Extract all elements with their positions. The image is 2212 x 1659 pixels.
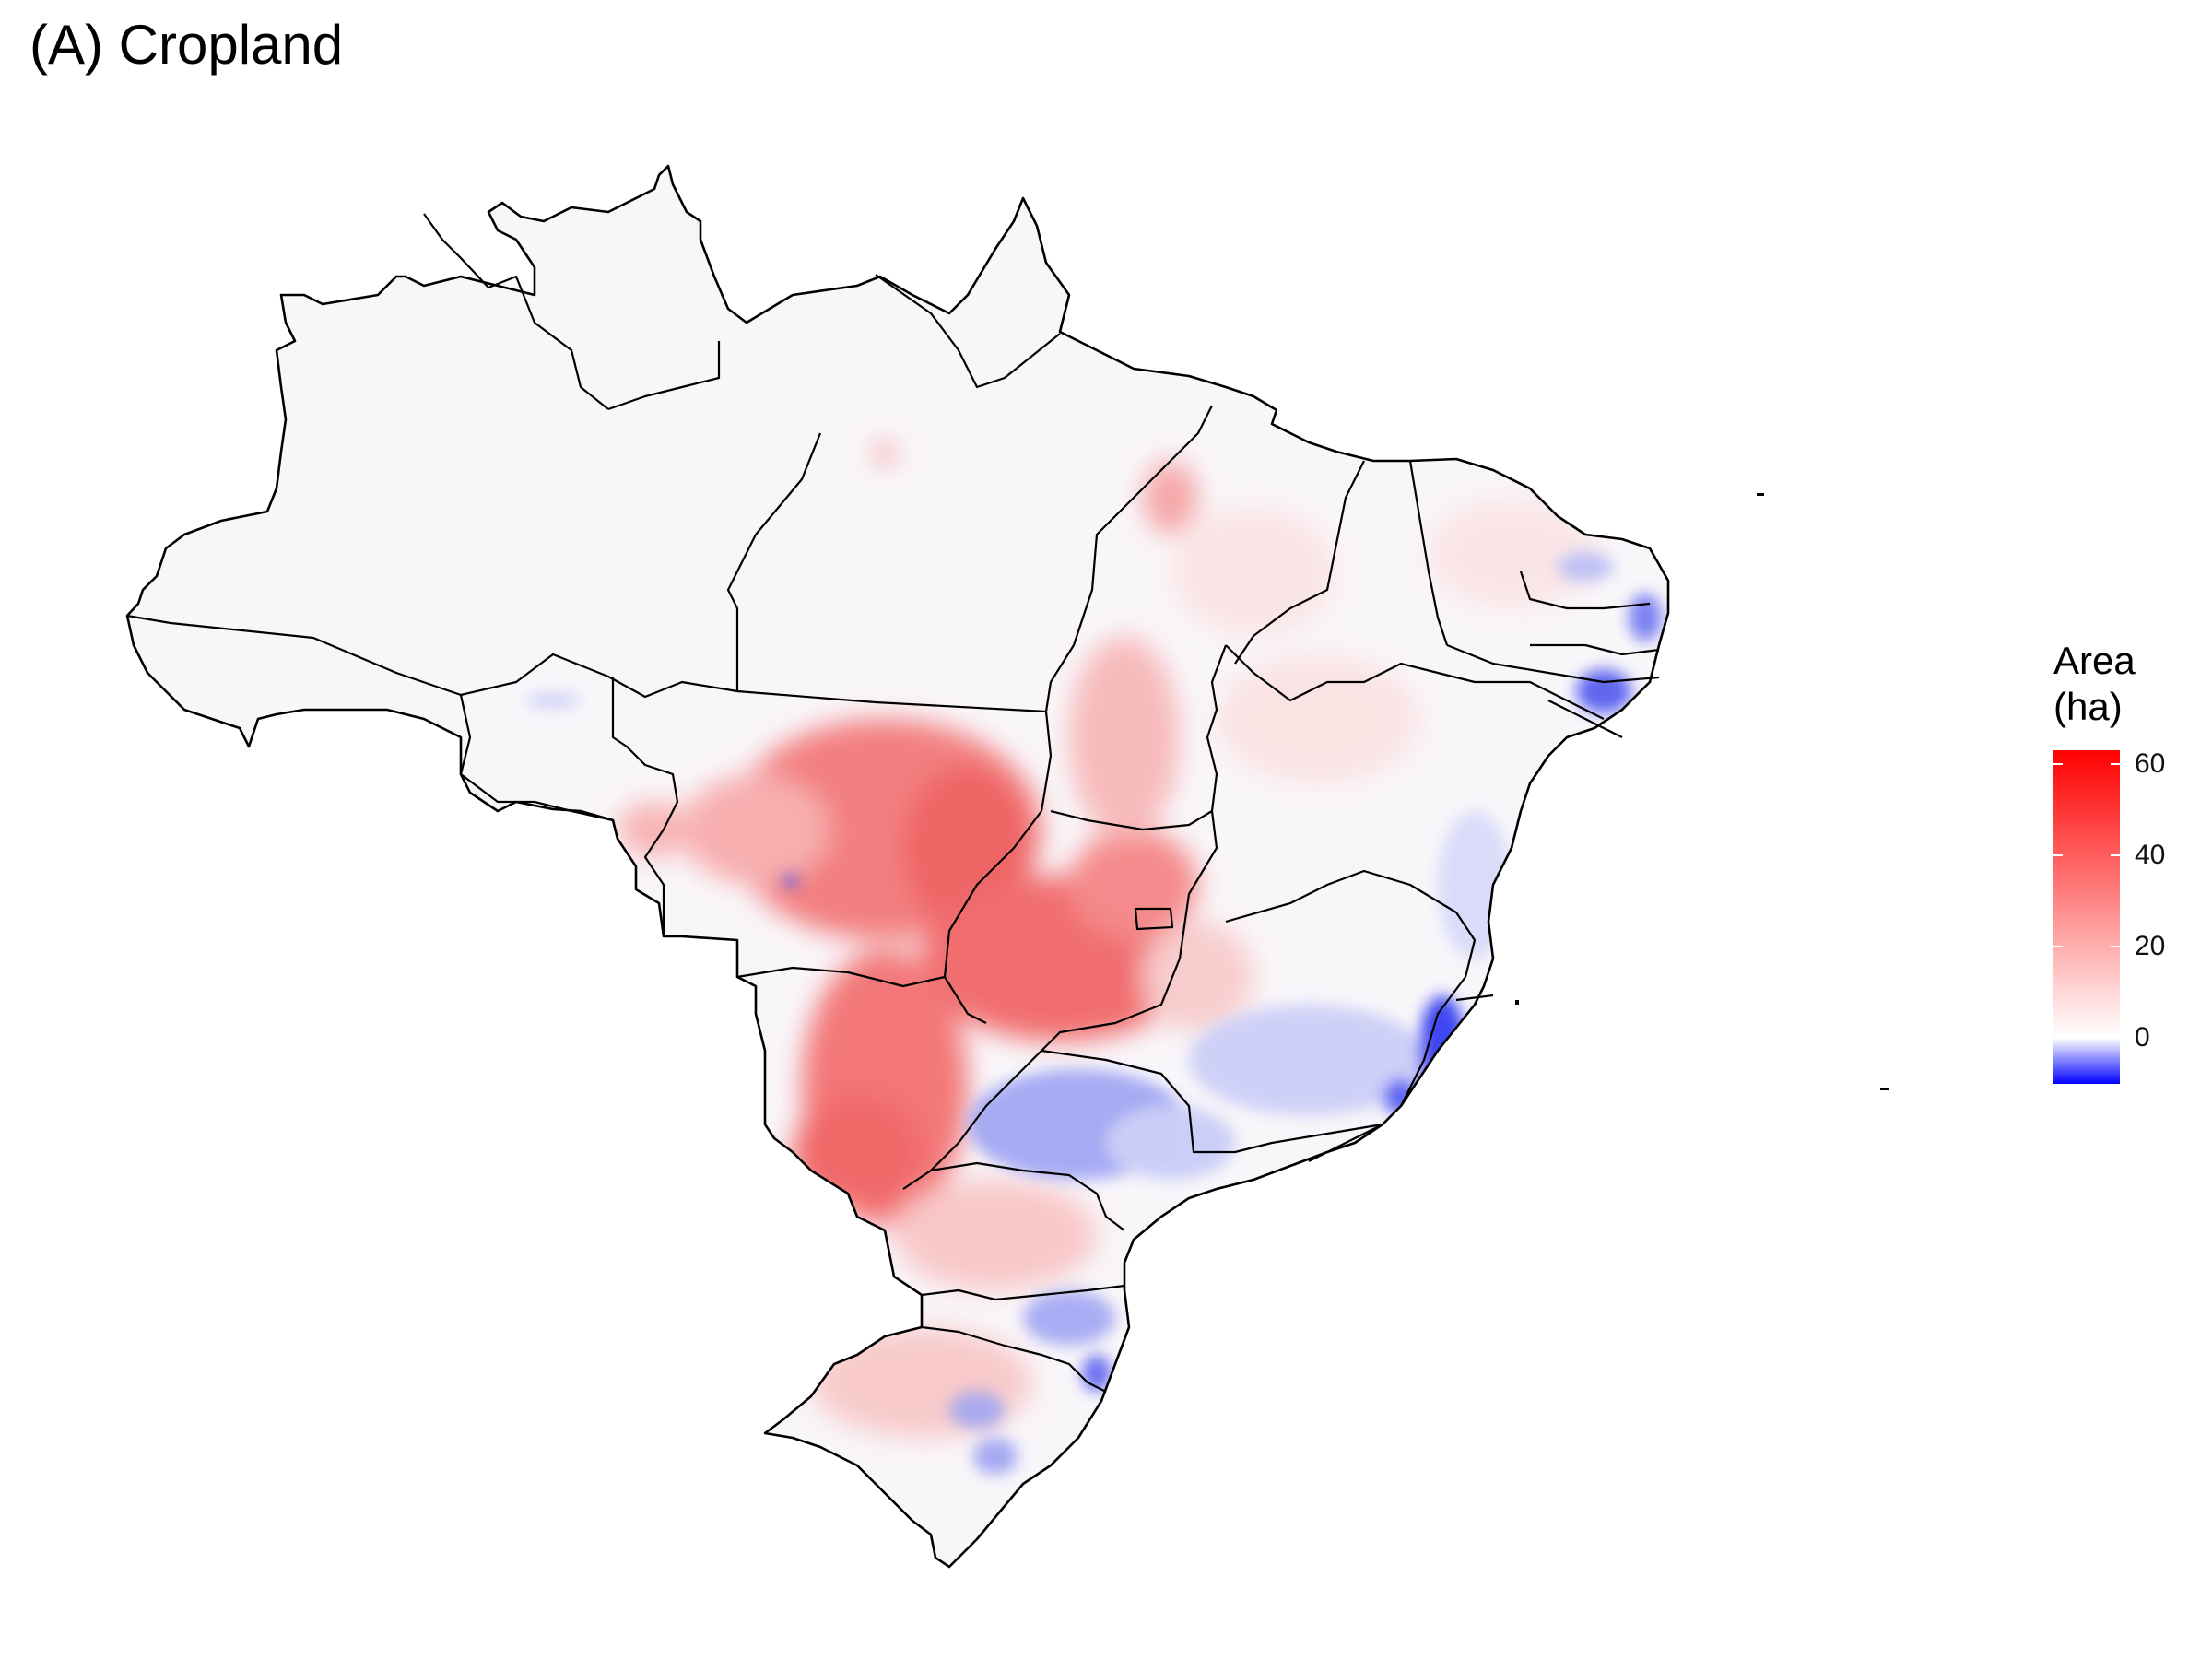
state-boundaries	[126, 213, 1660, 1393]
legend-tick-label: 60	[2135, 747, 2166, 779]
decrease-patch-bahia-east	[1438, 811, 1512, 959]
decrease-patch-rj	[1382, 1078, 1419, 1115]
legend-title-line2: (ha)	[2053, 685, 2123, 728]
map-title: (A) Cropland	[29, 14, 344, 76]
decrease-patch-acre	[525, 693, 581, 708]
boundary-roraima	[423, 213, 609, 410]
island-trindade	[1880, 1088, 1889, 1090]
legend-tick-mark	[2053, 1037, 2063, 1040]
increase-patch-parana	[894, 1180, 1097, 1290]
increase-patch-tocantins	[1069, 636, 1180, 839]
color-legend: Area (ha) 60 40 20 0	[2053, 638, 2201, 1117]
increase-patch-para-east	[1143, 461, 1198, 535]
legend-tick-mark	[2111, 762, 2120, 765]
boundary-minas-sp	[1041, 1049, 1402, 1154]
boundary-pernambuco	[1446, 643, 1660, 684]
boundary-roraima-east	[607, 341, 721, 411]
decrease-patch-santa-catarina	[1023, 1290, 1115, 1346]
boundary-paraiba	[1530, 643, 1660, 656]
boundary-maranhao-piaui	[1234, 460, 1365, 665]
boundary-ms-sp	[902, 1050, 1042, 1190]
boundary-para-tocantins	[1040, 405, 1213, 812]
decrease-patch-paraiba	[1629, 594, 1662, 641]
boundary-mt-rondonia	[611, 677, 679, 936]
boundary-parana-sc	[921, 1284, 1125, 1301]
increase-patch-ne	[1429, 498, 1594, 608]
boundary-ceara-rn	[1519, 571, 1651, 610]
legend-tick-mark	[2111, 1037, 2120, 1040]
country-outline	[125, 164, 1670, 1569]
increase-patch-mato-grosso-west	[682, 774, 830, 885]
boundary-goias-minas	[1041, 810, 1218, 1052]
boundary-piaui-ceara	[1408, 460, 1449, 646]
increase-patch-bahia	[1217, 654, 1419, 783]
boundary-sc-rs	[921, 1325, 1107, 1393]
increase-patch-maranhao	[1171, 507, 1336, 636]
increase-patch-rondonia	[618, 802, 691, 857]
legend-tick-label: 0	[2135, 1022, 2150, 1053]
boundary-minas-bahia	[1225, 869, 1477, 978]
boundary-goias-bahia	[1206, 644, 1228, 812]
legend-tick-label: 40	[2135, 840, 2166, 871]
boundary-alagoas	[1547, 700, 1623, 738]
increase-patch-para-north	[874, 442, 896, 465]
legend-title: Area (ha)	[2053, 638, 2136, 730]
boundary-federal-district	[1134, 907, 1174, 931]
increase-patch-goias-north	[1069, 830, 1198, 940]
boundary-sp-parana	[930, 1161, 1125, 1231]
decrease-patch-mt-point	[784, 875, 797, 888]
legend-colorbar	[2053, 750, 2120, 1084]
legend-tick-mark	[2111, 854, 2120, 857]
boundary-bahia-north	[1225, 644, 1605, 720]
boundary-es-bahia	[1455, 994, 1494, 1002]
decrease-patch-rn	[1558, 552, 1613, 582]
legend-tick-mark	[2053, 946, 2063, 948]
increase-patch-minas-west	[1143, 922, 1253, 1032]
boundary-tocantins-goias	[1050, 809, 1213, 831]
cropland-change-layer	[525, 442, 1662, 1475]
boundary-amazonas-para	[726, 432, 822, 691]
decrease-patch-pernambuco	[1576, 669, 1631, 713]
decrease-patch-rs	[949, 1392, 1005, 1429]
legend-title-line1: Area	[2053, 639, 2136, 682]
boundary-para-amapa	[875, 274, 1061, 389]
increase-patch-ms-south	[793, 1097, 922, 1207]
islands	[1515, 493, 1889, 1090]
boundary-mt-ms	[736, 966, 946, 988]
decrease-patch-sao-paulo-east	[1106, 1106, 1235, 1180]
legend-tick-label: 20	[2135, 931, 2166, 962]
decrease-patch-espirito-santo	[1418, 995, 1466, 1106]
island-abrolhos	[1515, 1000, 1519, 1005]
boundary-minas-es	[1400, 976, 1466, 1107]
legend-tick-mark	[2111, 946, 2120, 948]
boundary-amazonas-south	[460, 653, 1047, 713]
legend-tick-mark	[2053, 762, 2063, 765]
decrease-patch-minas	[1189, 1005, 1429, 1115]
boundary-mt-goias	[943, 810, 1042, 1024]
decrease-patch-rs-south	[973, 1438, 1018, 1475]
island-fernando-de-noronha	[1757, 493, 1764, 496]
legend-tick-mark	[2053, 854, 2063, 857]
boundary-amazonas-acre	[126, 614, 462, 697]
